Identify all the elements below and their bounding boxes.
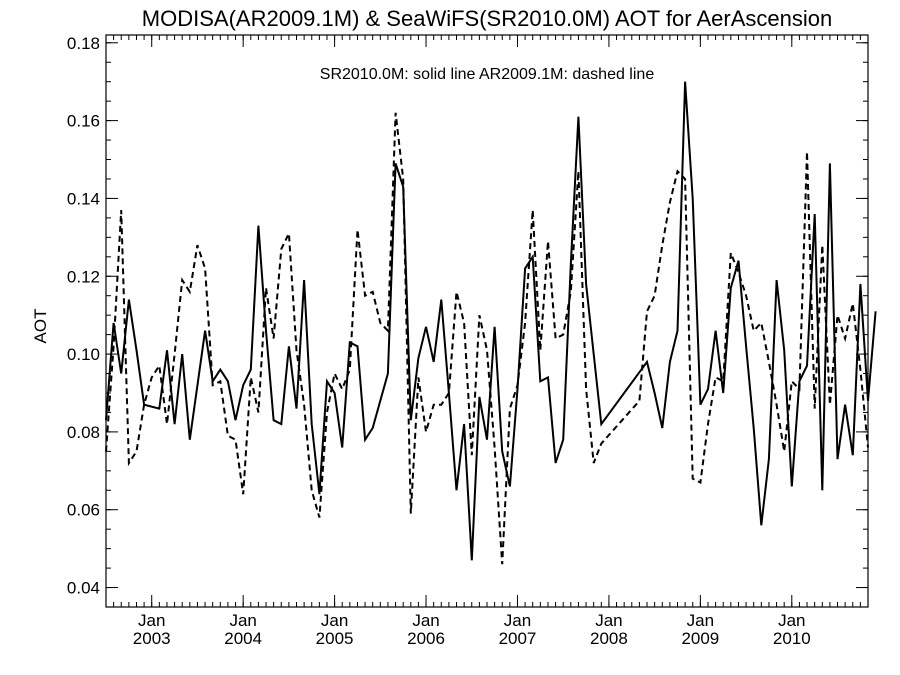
y-tick-label: 0.04 <box>67 579 100 598</box>
y-tick-label: 0.08 <box>67 423 100 442</box>
chart-title: MODISA(AR2009.1M) & SeaWiFS(SR2010.0M) A… <box>142 6 832 31</box>
x-tick-label-month: Jan <box>504 611 531 630</box>
series-line-ar2009-1m <box>105 112 869 565</box>
x-tick-label-year: 2010 <box>773 629 811 648</box>
y-axis-ticks: 0.04 0.06 0.08 0.10 0.12 0.14 0.16 0.18 <box>67 34 868 598</box>
x-axis-ticks: Jan2003Jan2004Jan2005Jan2006Jan2007Jan20… <box>133 35 811 648</box>
x-tick-label-year: 2006 <box>407 629 445 648</box>
y-tick-label: 0.14 <box>67 189 100 208</box>
x-tick-label-month: Jan <box>687 611 714 630</box>
y-tick-label: 0.18 <box>67 34 100 53</box>
y-tick-label: 0.10 <box>67 345 100 364</box>
y-tick-label: 0.06 <box>67 501 100 520</box>
x-tick-label-year: 2008 <box>590 629 628 648</box>
x-tick-label-year: 2003 <box>133 629 171 648</box>
series-layer <box>105 81 877 565</box>
x-tick-label-year: 2005 <box>316 629 354 648</box>
x-tick-label-month: Jan <box>321 611 348 630</box>
y-axis-label: AOT <box>31 309 50 344</box>
series-line-sr2010-0m <box>105 81 877 561</box>
line-style-annotation: SR2010.0M: solid line AR2009.1M: dashed … <box>320 66 655 83</box>
x-tick-label-month: Jan <box>595 611 622 630</box>
x-tick-label-month: Jan <box>412 611 439 630</box>
x-tick-label-month: Jan <box>778 611 805 630</box>
y-tick-label: 0.12 <box>67 267 100 286</box>
x-tick-label-year: 2004 <box>224 629 262 648</box>
y-tick-label: 0.16 <box>67 112 100 131</box>
x-tick-label-year: 2007 <box>499 629 537 648</box>
x-tick-label-month: Jan <box>138 611 165 630</box>
x-tick-label-month: Jan <box>229 611 256 630</box>
x-tick-label-year: 2009 <box>681 629 719 648</box>
